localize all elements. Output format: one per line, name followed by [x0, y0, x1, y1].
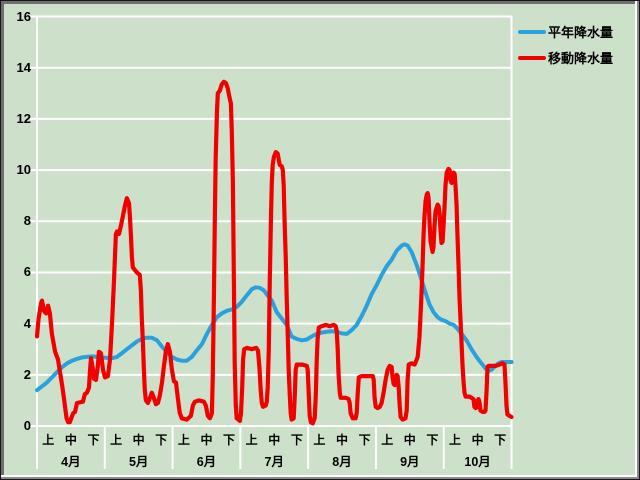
x-period-label: 中	[268, 433, 281, 447]
x-period-label: 中	[336, 433, 349, 447]
x-month-label: 10月	[464, 455, 491, 469]
x-month-label: 5月	[128, 455, 149, 469]
x-period-label: 中	[471, 433, 484, 447]
y-tick-label: 16	[16, 8, 31, 24]
x-period-label: 上	[313, 433, 326, 447]
legend-label-moving: 移動降水量	[548, 51, 614, 66]
legend-item-moving: 移動降水量	[518, 48, 613, 67]
x-period-label: 下	[223, 433, 236, 447]
axis-lines	[36, 16, 513, 469]
x-month-label: 9月	[400, 455, 420, 469]
x-period-label: 下	[155, 433, 168, 447]
x-period-label: 上	[110, 433, 123, 447]
y-tick-label: 12	[16, 110, 31, 126]
y-tick-label: 0	[23, 418, 31, 433]
x-period-label: 下	[87, 433, 100, 447]
legend-label-normal: 平年降水量	[548, 25, 614, 40]
series-line-normal-precip	[35, 242, 514, 393]
y-tick-label: 14	[16, 59, 31, 75]
y-tick-label: 4	[23, 315, 31, 331]
x-month-label: 8月	[332, 455, 352, 469]
x-month-label: 6月	[196, 455, 217, 469]
y-tick-label: 6	[23, 264, 31, 280]
x-month-label: 4月	[61, 455, 81, 469]
x-period-label: 下	[426, 433, 439, 447]
x-period-label: 下	[358, 433, 371, 447]
x-period-label: 上	[42, 433, 55, 447]
x-period-label: 中	[64, 433, 77, 447]
legend: 平年降水量 移動降水量	[518, 22, 613, 67]
y-tick-label: 8	[23, 213, 31, 229]
x-period-label: 上	[448, 433, 462, 447]
x-month-label: 7月	[264, 455, 284, 469]
x-period-label: 中	[200, 433, 213, 447]
y-tick-label: 10	[16, 162, 31, 178]
x-period-label: 上	[245, 433, 258, 447]
x-period-label: 中	[132, 433, 145, 447]
series-line-moving-precip	[34, 79, 514, 426]
legend-item-normal: 平年降水量	[518, 22, 613, 41]
x-period-label: 上	[177, 433, 190, 447]
x-period-label: 下	[494, 433, 507, 447]
x-period-label: 中	[403, 433, 416, 447]
legend-line-sample-red	[518, 55, 546, 60]
x-period-label: 上	[381, 433, 394, 447]
x-period-label: 下	[290, 433, 303, 447]
y-tick-label: 2	[23, 366, 31, 382]
legend-line-sample-blue	[518, 29, 546, 34]
